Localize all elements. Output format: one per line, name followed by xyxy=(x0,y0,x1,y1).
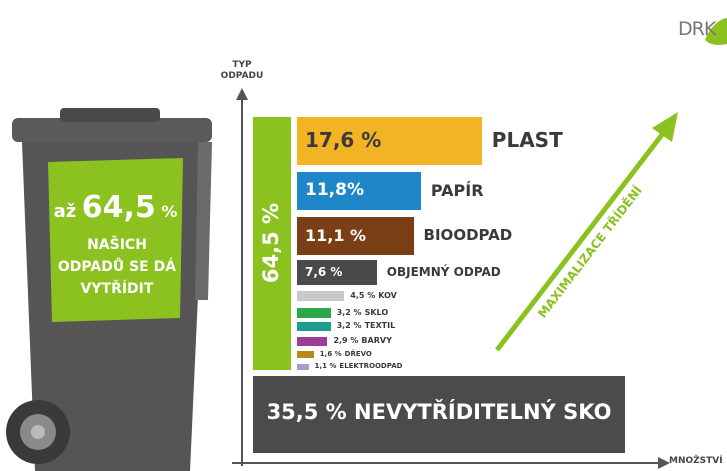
value-label: 3,2 % xyxy=(337,321,362,330)
category-label: KOV xyxy=(378,291,397,300)
bar xyxy=(297,351,314,358)
category-label: BARVY xyxy=(361,336,391,345)
residual-label: 35,5 % NEVYTŘÍDITELNÝ SKO xyxy=(253,400,625,424)
category-label: DŘEVO xyxy=(345,350,372,358)
bar xyxy=(297,308,331,318)
category-label: SKLO xyxy=(365,308,389,317)
value-label: 1,6 % xyxy=(320,350,342,358)
bin-headline: až 64,5 % xyxy=(48,190,183,225)
value-label: 3,2 % xyxy=(337,308,362,317)
logo: DRK xyxy=(678,18,715,40)
x-axis-label: MNOŽSTVÍ xyxy=(669,456,723,466)
bin-text: NAŠICH ODPADŮ SE DÁ VYTŘÍDIT xyxy=(56,234,178,300)
category-label: BIOODPAD xyxy=(424,226,513,244)
category-label: OBJEMNÝ ODPAD xyxy=(387,265,501,279)
value-label: 17,6 % xyxy=(305,128,381,152)
y-axis-label: TYP ODPADU xyxy=(213,60,271,82)
value-label: 7,6 % xyxy=(305,265,342,279)
bin-prefix: až xyxy=(54,201,77,222)
bar xyxy=(297,322,331,331)
category-label: TEXTIL xyxy=(365,321,396,330)
bin-value: 64,5 xyxy=(82,190,156,225)
bin-unit: % xyxy=(161,202,177,221)
bar xyxy=(297,291,344,301)
value-label: 2,9 % xyxy=(333,336,358,345)
page: DRK TYP ODPADU MNOŽSTVÍ až 64,5 % NAŠICH… xyxy=(0,0,727,471)
bar xyxy=(297,337,327,346)
value-label: 4,5 % xyxy=(350,291,375,300)
category-label: PLAST xyxy=(492,128,563,152)
category-label: ELEKTROODPAD xyxy=(339,362,402,370)
value-label: 1,1 % xyxy=(315,362,337,370)
category-label: PAPÍR xyxy=(431,181,484,200)
value-label: 11,8% xyxy=(305,180,364,200)
sortable-total-label: 64,5 % xyxy=(259,193,285,293)
bar xyxy=(297,364,309,370)
value-label: 11,1 % xyxy=(305,226,366,245)
